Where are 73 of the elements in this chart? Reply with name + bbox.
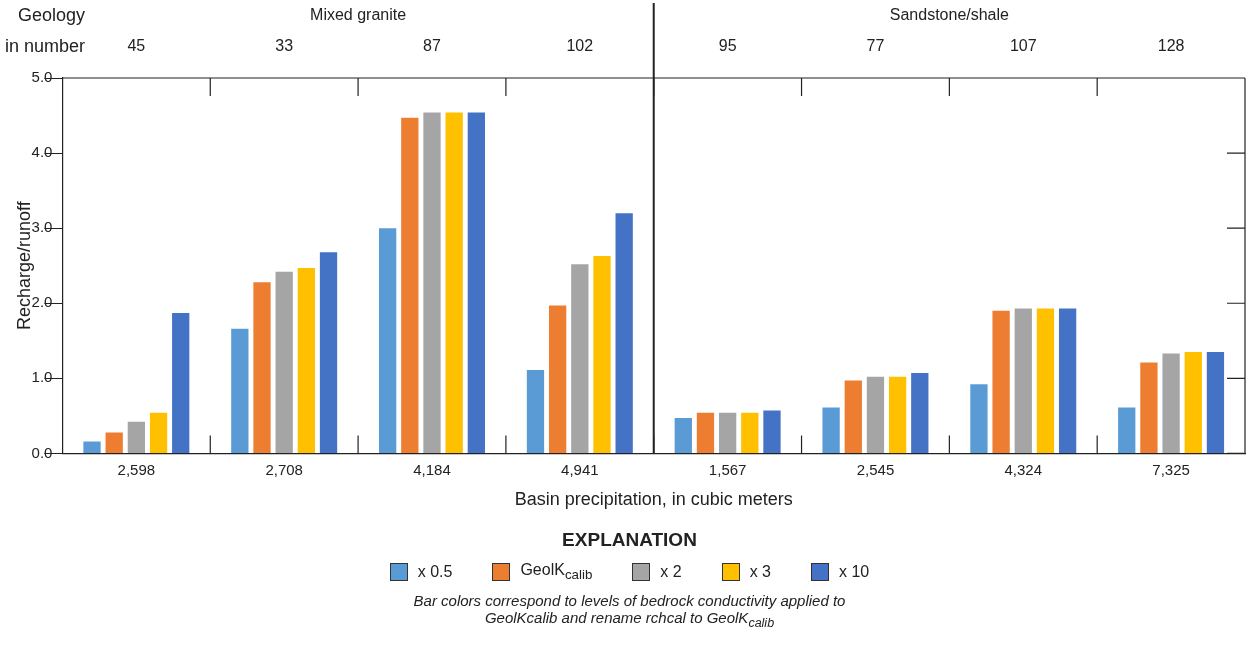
bar (615, 213, 633, 453)
y-tick-label: 5.0 (31, 68, 53, 86)
text: Bar colors correspond to levels of bedrock conductivity applied to GeolKcalib and rename rchcal to GeolK$_{calib}$ (412, 592, 847, 631)
x-tick-label: 2,708 (265, 460, 303, 478)
bar (763, 410, 781, 453)
bar (297, 267, 315, 453)
bar (319, 252, 338, 453)
bar (445, 112, 463, 453)
text: 128 (1157, 37, 1185, 55)
bar (1184, 352, 1202, 453)
bar (911, 373, 929, 453)
bar (83, 441, 101, 453)
bar (674, 418, 692, 453)
bar (105, 432, 123, 453)
text: 77 (866, 37, 885, 55)
bar (822, 407, 840, 453)
bar (1206, 352, 1225, 453)
bar (1014, 308, 1032, 453)
y-tick-label: 1.0 (31, 368, 53, 386)
bar (741, 412, 759, 453)
bar (718, 412, 737, 453)
y-axis-title: Recharge/runoff (13, 200, 34, 331)
legend-label: x 2 (660, 562, 682, 581)
bar (149, 412, 168, 453)
bar (526, 370, 545, 453)
x-tick-label: 7,325 (1152, 460, 1190, 478)
legend-label: x 3 (749, 562, 771, 581)
legend-label: GeolK$_{calib}$ (520, 561, 593, 583)
bar (866, 376, 885, 453)
legend-title: EXPLANATION (561, 529, 698, 551)
x-tick-label: 4,324 (1004, 460, 1043, 478)
text: Mixed granite (310, 6, 407, 24)
bar (379, 228, 397, 453)
text: Geology (17, 4, 85, 25)
bar (275, 271, 293, 453)
bar (549, 305, 567, 453)
legend-label: x 0.5 (417, 562, 453, 581)
bar (696, 412, 715, 453)
x-axis-title: Basin precipitation, in cubic meters (514, 489, 793, 510)
x-tick-label: 2,598 (117, 460, 156, 478)
bar (593, 255, 611, 453)
x-tick-label: 1,567 (708, 460, 747, 478)
bar (571, 264, 589, 453)
bar (970, 384, 988, 453)
x-tick-label: 4,184 (413, 460, 451, 478)
bar (172, 313, 190, 453)
bar (423, 112, 441, 453)
text: Sandstone/shale (889, 6, 1010, 24)
bar (1118, 407, 1136, 453)
x-tick-label: 2,545 (856, 460, 895, 478)
text: 33 (275, 37, 294, 55)
x-tick-label: 4,941 (561, 460, 599, 478)
bar (401, 117, 419, 453)
y-tick-label: 0.0 (31, 443, 53, 461)
legend-label: x 10 (839, 562, 870, 581)
bar (1162, 353, 1180, 453)
text: 87 (423, 37, 441, 55)
text: 102 (566, 37, 594, 55)
y-tick-label: 3.0 (31, 218, 53, 236)
bar (888, 376, 907, 453)
bar (1140, 362, 1158, 453)
bar (467, 112, 485, 453)
bar (844, 380, 862, 453)
text: 95 (718, 37, 737, 55)
bar (127, 421, 146, 453)
text: 107 (1009, 37, 1037, 55)
bar (253, 282, 271, 453)
bar (1058, 308, 1077, 453)
bar (992, 310, 1010, 453)
bar (231, 328, 249, 453)
text: 45 (127, 37, 146, 55)
bar (1036, 308, 1055, 453)
text: in number (4, 35, 85, 56)
